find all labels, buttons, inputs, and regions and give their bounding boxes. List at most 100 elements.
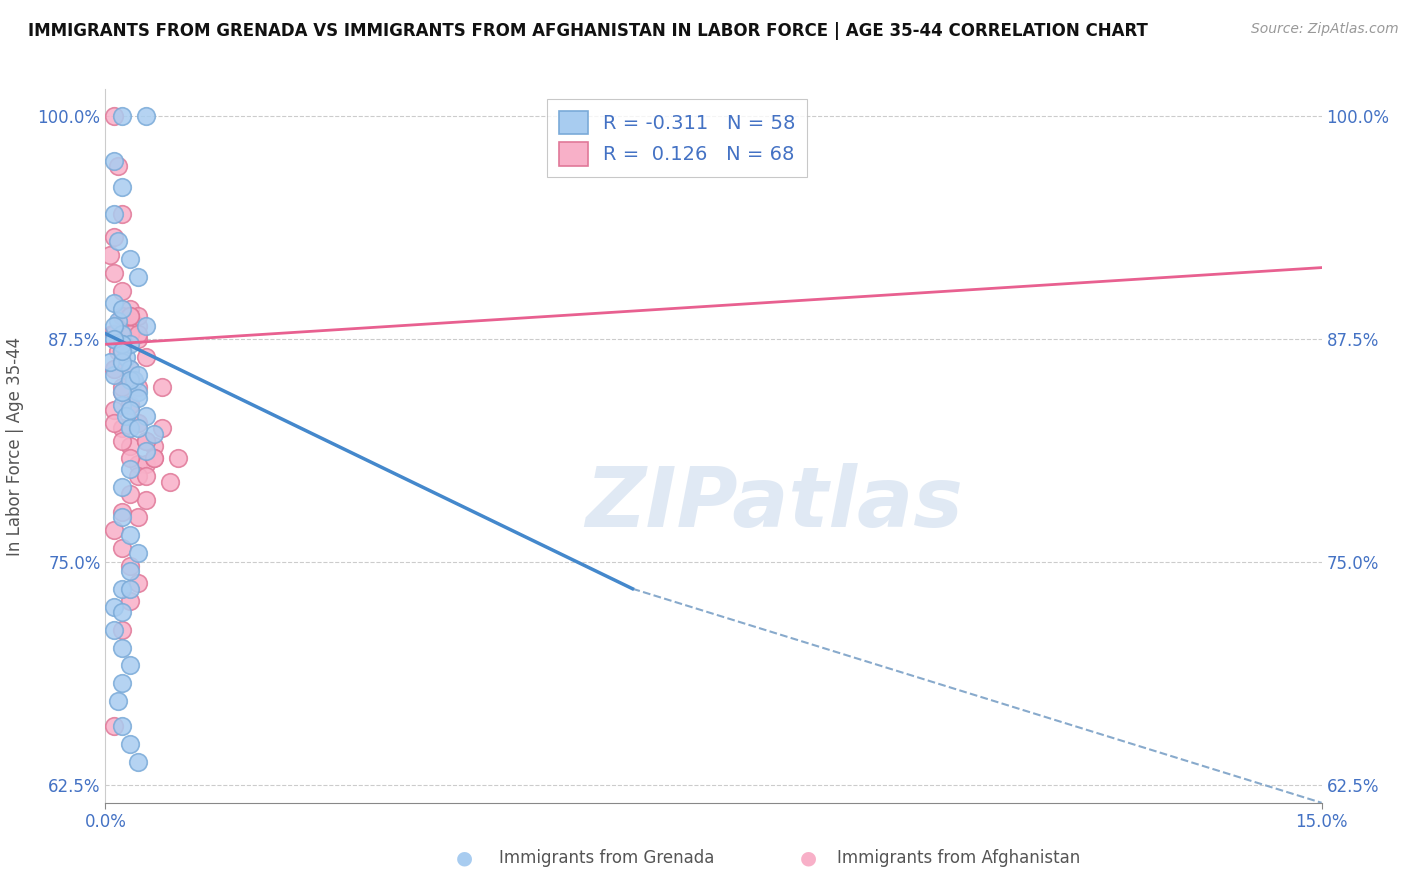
Point — [127, 380, 149, 394]
Point — [111, 207, 134, 221]
Point — [118, 362, 141, 376]
Point — [118, 309, 141, 323]
Point — [111, 719, 134, 733]
Point — [111, 344, 134, 359]
Text: ZIPatlas: ZIPatlas — [585, 463, 963, 543]
Text: ●: ● — [800, 848, 817, 867]
Point — [150, 380, 173, 394]
Point — [127, 332, 149, 346]
Point — [127, 391, 149, 405]
Point — [111, 434, 134, 448]
Point — [103, 332, 125, 346]
Point — [167, 451, 190, 466]
Point — [114, 409, 136, 423]
Point — [111, 284, 134, 298]
Point — [107, 159, 129, 173]
Point — [127, 385, 149, 400]
Point — [111, 385, 134, 400]
Point — [103, 207, 125, 221]
Point — [118, 309, 141, 323]
Point — [111, 344, 134, 359]
Point — [103, 296, 125, 310]
Point — [127, 546, 149, 560]
Point — [135, 409, 157, 423]
Point — [103, 623, 125, 637]
Point — [103, 719, 125, 733]
Point — [111, 385, 134, 400]
Point — [111, 109, 134, 123]
Point — [135, 469, 157, 483]
Point — [114, 350, 136, 364]
Point — [118, 368, 141, 382]
Point — [135, 434, 157, 448]
Point — [118, 737, 141, 751]
Point — [111, 309, 134, 323]
Point — [118, 326, 141, 341]
Point — [103, 416, 125, 430]
Point — [111, 380, 134, 394]
Point — [127, 755, 149, 769]
Point — [118, 421, 141, 435]
Point — [118, 314, 141, 328]
Point — [111, 355, 134, 369]
Point — [111, 605, 134, 619]
Point — [127, 326, 149, 341]
Point — [111, 582, 134, 596]
Point — [103, 523, 125, 537]
Point — [103, 326, 125, 341]
Point — [143, 451, 166, 466]
Point — [217, 808, 239, 822]
Point — [103, 368, 125, 382]
Point — [107, 694, 129, 708]
Text: Immigrants from Afghanistan: Immigrants from Afghanistan — [837, 849, 1080, 867]
Point — [118, 558, 141, 573]
Point — [118, 362, 141, 376]
Point — [143, 451, 166, 466]
Point — [127, 269, 149, 284]
Point — [107, 314, 129, 328]
Point — [118, 373, 141, 387]
Point — [111, 421, 134, 435]
Point — [111, 480, 134, 494]
Point — [127, 576, 149, 591]
Y-axis label: In Labor Force | Age 35-44: In Labor Force | Age 35-44 — [6, 336, 24, 556]
Point — [111, 344, 134, 359]
Point — [118, 326, 141, 341]
Point — [127, 457, 149, 471]
Point — [118, 398, 141, 412]
Point — [135, 109, 157, 123]
Point — [118, 487, 141, 501]
Point — [107, 344, 129, 359]
Point — [143, 426, 166, 441]
Point — [143, 439, 166, 453]
Text: IMMIGRANTS FROM GRENADA VS IMMIGRANTS FROM AFGHANISTAN IN LABOR FORCE | AGE 35-4: IMMIGRANTS FROM GRENADA VS IMMIGRANTS FR… — [28, 22, 1147, 40]
Point — [118, 337, 141, 351]
Point — [111, 505, 134, 519]
Point — [107, 234, 129, 248]
Point — [111, 301, 134, 316]
Point — [103, 362, 125, 376]
Point — [103, 230, 125, 244]
Point — [118, 462, 141, 476]
Point — [118, 252, 141, 266]
Point — [111, 326, 134, 341]
Point — [111, 398, 134, 412]
Point — [135, 434, 157, 448]
Point — [111, 344, 134, 359]
Point — [103, 109, 125, 123]
Point — [111, 640, 134, 655]
Point — [127, 469, 149, 483]
Point — [111, 676, 134, 690]
Point — [118, 564, 141, 578]
Point — [111, 337, 134, 351]
Point — [111, 326, 134, 341]
Point — [103, 332, 125, 346]
Point — [111, 337, 134, 351]
Point — [127, 309, 149, 323]
Point — [135, 457, 157, 471]
Point — [118, 301, 141, 316]
Point — [111, 510, 134, 524]
Point — [118, 658, 141, 673]
Point — [135, 319, 157, 334]
Point — [127, 416, 149, 430]
